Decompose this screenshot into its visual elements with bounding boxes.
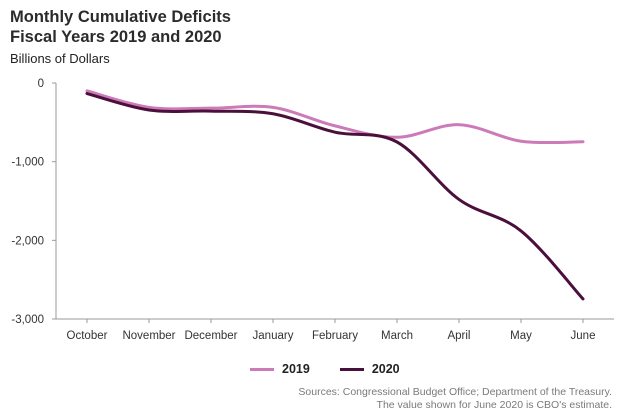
x-tick-label: March xyxy=(381,330,413,342)
x-tick-label: November xyxy=(122,330,175,342)
x-tick-label: December xyxy=(184,330,237,342)
legend-label-2020: 2020 xyxy=(371,362,400,376)
sources-line2: The value shown for June 2020 is CBO's e… xyxy=(376,399,612,411)
y-tick-label: -1,000 xyxy=(11,157,44,169)
y-axis-unit-label: Billions of Dollars xyxy=(10,51,110,66)
axes xyxy=(52,82,614,323)
y-tick-label: -2,000 xyxy=(11,235,44,247)
sources-note: Sources: Congressional Budget Office; De… xyxy=(298,386,612,412)
tick-labels: 0 -1,000 -2,000 -3,000 October November Decemb… xyxy=(11,78,595,342)
legend-swatch-2020 xyxy=(339,367,364,371)
legend: 2019 2020 xyxy=(250,362,400,376)
series-lines xyxy=(85,89,585,301)
y-tick-label: 0 xyxy=(38,78,44,90)
x-tick-label: February xyxy=(312,330,358,342)
x-tick-label: June xyxy=(571,330,596,342)
x-tick-label: October xyxy=(67,330,108,342)
chart-title-line2: Fiscal Years 2019 and 2020 xyxy=(10,28,222,46)
legend-swatch-2019 xyxy=(250,367,274,371)
chart-title-line1: Monthly Cumulative Deficits xyxy=(10,8,231,26)
legend-item-2019: 2019 xyxy=(250,362,310,376)
x-tick-label: April xyxy=(447,330,470,342)
legend-label-2019: 2019 xyxy=(282,362,310,376)
chart-title: Monthly Cumulative Deficits Fiscal Years… xyxy=(10,7,231,47)
y-tick-label: -3,000 xyxy=(11,314,44,326)
legend-item-2020: 2020 xyxy=(339,362,400,376)
series-line-2019 xyxy=(85,89,585,145)
x-tick-label: January xyxy=(253,330,294,342)
x-tick-label: May xyxy=(510,330,532,342)
series-line-2020 xyxy=(85,92,585,301)
sources-line1: Sources: Congressional Budget Office; De… xyxy=(298,386,612,398)
